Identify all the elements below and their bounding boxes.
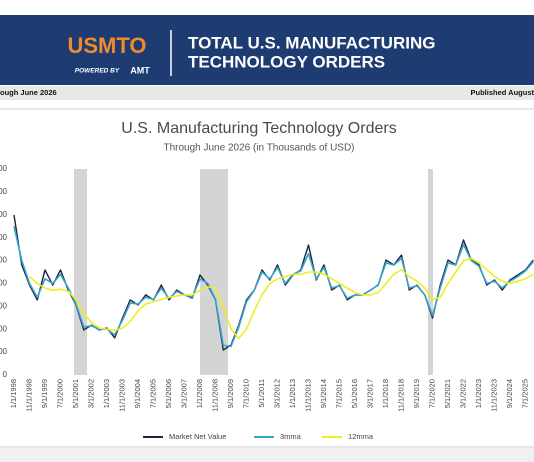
x-tick-label: 9/1/2004 [133, 379, 142, 408]
x-tick-label: 7/1/2025 [520, 379, 529, 408]
y-tick-label: 400,000 [0, 279, 8, 288]
y-tick-label: 900,000 [0, 164, 8, 173]
logo: USMTO [67, 33, 146, 58]
banner-title: TOTAL U.S. MANUFACTURING [188, 33, 435, 52]
x-tick-label: 5/1/2006 [164, 379, 173, 408]
x-tick-label: 1/1/2003 [102, 379, 111, 408]
banner [0, 15, 534, 85]
x-tick-label: 9/1/2024 [505, 379, 514, 408]
x-tick-label: 7/1/2010 [241, 379, 250, 408]
x-tick-label: 1/1/2023 [474, 379, 483, 408]
banner-title: TECHNOLOGY ORDERS [188, 52, 385, 71]
info-bar [0, 86, 534, 100]
y-tick-label: 300,000 [0, 301, 8, 310]
chart-subtitle: Through June 2026 (in Thousands of USD) [163, 143, 354, 154]
x-tick-label: 3/1/2022 [458, 379, 467, 408]
logo-brand: AMT [130, 65, 150, 75]
x-tick-label: 3/1/2017 [365, 379, 374, 408]
x-tick-label: 1/1/2008 [195, 379, 204, 408]
recession-shade [200, 169, 228, 375]
y-tick-label: 0 [3, 370, 8, 379]
left-note: ough June 2026 [0, 88, 57, 97]
x-tick-label: 7/1/2015 [334, 379, 343, 408]
recession-shade [74, 169, 87, 375]
x-tick-label: 3/1/2012 [272, 379, 281, 408]
x-tick-label: 11/1/2003 [117, 379, 126, 412]
chart-title: U.S. Manufacturing Technology Orders [121, 120, 396, 137]
plot [13, 214, 534, 351]
x-tick-label: 11/1/2008 [210, 379, 219, 412]
logo-tagline: POWERED BY [75, 68, 120, 75]
series-line [13, 226, 534, 348]
x-tick-label: 1/1/1998 [9, 379, 18, 408]
x-tick-label: 7/1/2020 [427, 379, 436, 408]
x-tick-label: 5/1/2011 [257, 379, 266, 408]
x-tick-label: 1/1/2013 [288, 379, 297, 408]
x-tick-label: 7/1/2000 [55, 379, 64, 408]
recession-shade [428, 169, 433, 375]
legend-label: 3mma [280, 432, 302, 441]
x-tick-label: 11/1/2013 [303, 379, 312, 412]
x-tick-label: 9/1/2019 [412, 379, 421, 408]
x-tick-label: 5/1/2016 [350, 379, 359, 408]
x-tick-label: 3/1/2002 [86, 379, 95, 408]
y-tick-label: 200,000 [0, 324, 8, 333]
y-tick-label: 600,000 [0, 233, 8, 242]
legend-label: 12mma [348, 432, 374, 441]
y-tick-label: 700,000 [0, 210, 8, 219]
footer-strip [0, 448, 534, 462]
x-tick-label: 11/1/2023 [489, 379, 498, 412]
y-tick-label: 800,000 [0, 187, 8, 196]
chart-frame [0, 108, 534, 448]
series-line [28, 257, 534, 340]
x-tick-label: 5/1/2001 [71, 379, 80, 408]
x-tick-label: 7/1/2005 [148, 379, 157, 408]
x-tick-label: 3/1/2007 [179, 379, 188, 408]
x-tick-label: 1/1/2018 [381, 379, 390, 408]
x-tick-label: 9/1/2009 [226, 379, 235, 408]
y-tick-label: 100,000 [0, 347, 8, 356]
right-note: Published August [471, 88, 534, 97]
y-tick-label: 500,000 [0, 256, 8, 265]
x-tick-label: 9/1/1999 [40, 379, 49, 408]
x-tick-label: 9/1/2014 [319, 379, 328, 408]
x-tick-label: 11/1/1998 [24, 379, 33, 412]
x-tick-label: 11/1/2018 [396, 379, 405, 412]
x-tick-label: 5/1/2021 [443, 379, 452, 408]
legend-label: Market Net Value [169, 432, 226, 441]
